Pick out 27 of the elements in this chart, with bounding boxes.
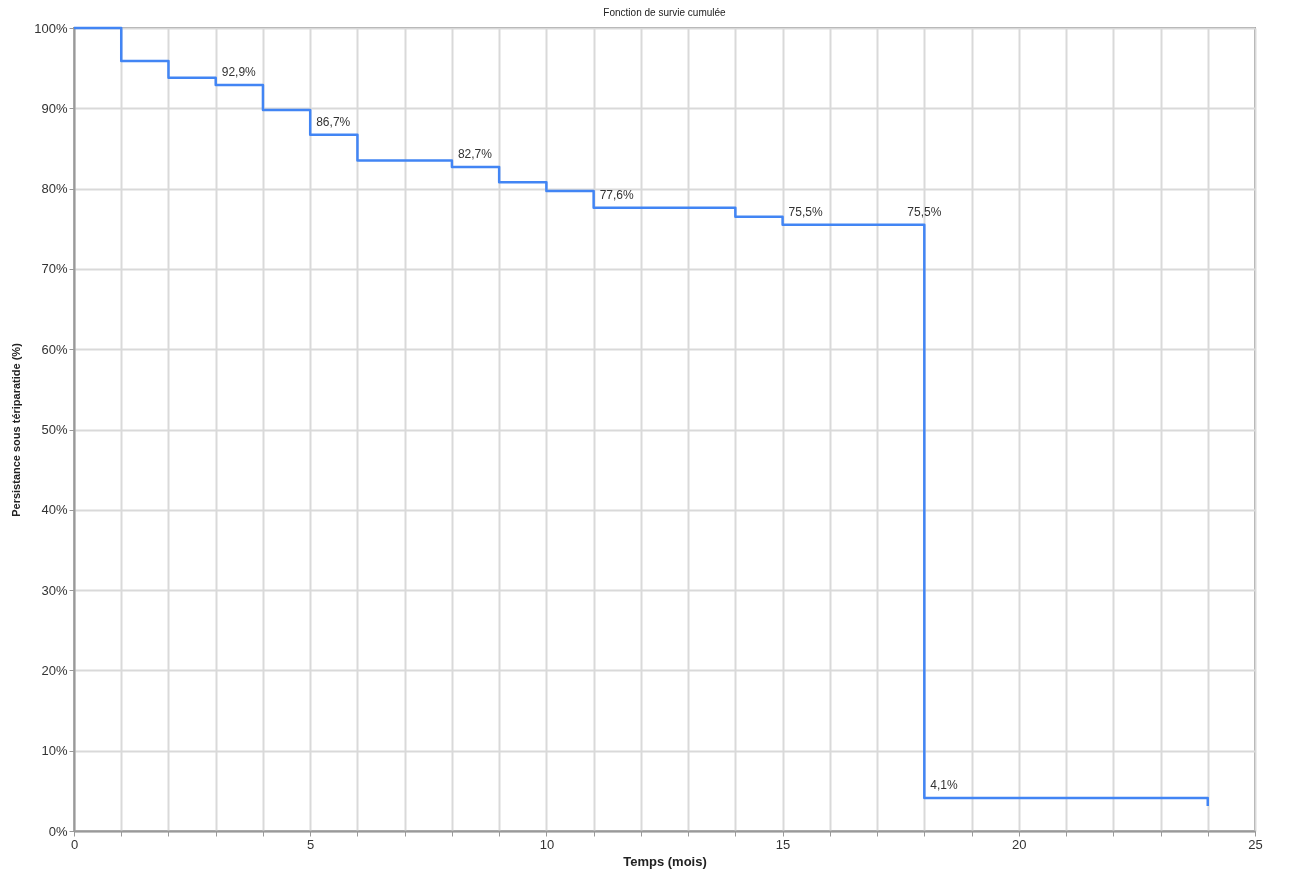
data-label: 82,7% bbox=[457, 146, 493, 161]
y-tick-label: 20% bbox=[41, 662, 68, 678]
data-label: 75,5% bbox=[788, 204, 823, 219]
y-tick-label: 10% bbox=[41, 743, 68, 759]
x-tick-label: 25 bbox=[1248, 836, 1263, 852]
chart-title: Fonction de survie cumulée bbox=[603, 7, 727, 18]
y-tick-label: 80% bbox=[41, 181, 68, 197]
y-tick-label: 70% bbox=[41, 261, 68, 277]
x-tick-label: 10 bbox=[539, 836, 555, 852]
data-label: 77,6% bbox=[599, 187, 634, 202]
y-tick-label: 90% bbox=[41, 100, 68, 116]
y-tick-label: 0% bbox=[48, 823, 68, 839]
annotation: 75,5% bbox=[907, 204, 942, 219]
y-tick-label: 50% bbox=[41, 422, 68, 437]
x-tick-label: 0 bbox=[70, 836, 79, 852]
x-tick-label: 15 bbox=[775, 836, 791, 852]
data-label: 4,1% bbox=[930, 778, 958, 793]
data-label: 92,9% bbox=[221, 65, 257, 80]
data-label: 86,7% bbox=[316, 114, 351, 129]
x-axis-title: Temps (mois) bbox=[623, 853, 707, 869]
y-tick-label: 100% bbox=[34, 20, 68, 36]
y-tick-label: 60% bbox=[41, 341, 68, 357]
y-tick-label: 30% bbox=[41, 582, 68, 598]
x-tick-label: 5 bbox=[307, 836, 315, 852]
y-axis-title: Persistance sous tériparatide (%) bbox=[10, 342, 23, 517]
x-tick-label: 20 bbox=[1012, 836, 1027, 852]
y-tick-label: 40% bbox=[41, 502, 68, 518]
